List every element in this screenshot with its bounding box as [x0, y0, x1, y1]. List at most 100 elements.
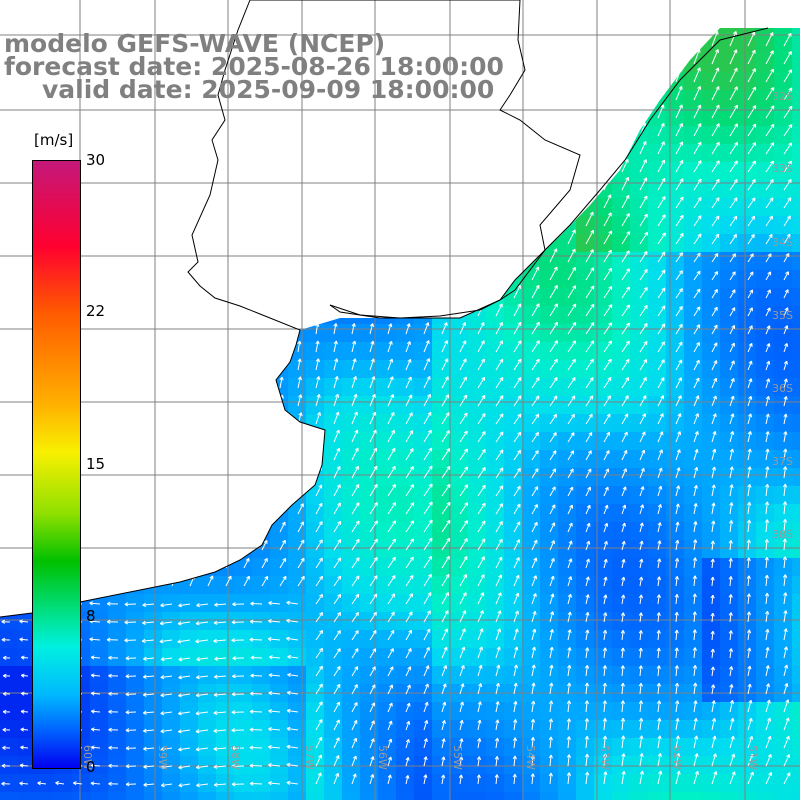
wind-speed-cell [792, 342, 800, 361]
wind-speed-cell [738, 612, 757, 631]
wind-vector [8, 576, 13, 587]
wind-vector [422, 177, 428, 191]
wind-vector [747, 360, 753, 371]
wind-vector [585, 139, 592, 155]
wind-speed-cell [288, 270, 307, 289]
wind-vector [675, 323, 683, 335]
wind-speed-cell [288, 450, 307, 469]
wind-vector [639, 195, 648, 209]
wind-vector [351, 323, 356, 335]
wind-speed-cell [630, 522, 649, 541]
wind-speed-cell [576, 594, 595, 613]
wind-vector [513, 28, 516, 29]
wind-vector [368, 126, 373, 137]
wind-speed-cell [576, 792, 595, 800]
wind-vector [441, 501, 451, 515]
wind-vector [639, 213, 648, 227]
wind-speed-cell [774, 378, 793, 397]
wind-speed-cell [396, 342, 415, 361]
wind-vector [27, 430, 32, 443]
wind-speed-cell [126, 468, 145, 487]
wind-speed-cell [666, 54, 685, 73]
wind-speed-cell [342, 756, 361, 775]
wind-speed-cell [576, 306, 595, 325]
wind-speed-cell [396, 558, 415, 577]
wind-vector [495, 105, 500, 119]
wind-speed-cell [126, 738, 145, 757]
wind-speed-cell [702, 720, 721, 739]
wind-speed-cell [234, 324, 253, 343]
wind-speed-cell [414, 0, 433, 19]
wind-vector [531, 303, 540, 317]
wind-vector [567, 229, 576, 245]
wind-speed-cell [468, 774, 487, 793]
wind-vector [189, 143, 196, 155]
wind-speed-cell [18, 702, 37, 721]
wind-vector [333, 447, 341, 461]
wind-speed-cell [378, 792, 397, 800]
wind-vector [232, 602, 245, 607]
wind-speed-cell [504, 234, 523, 253]
wind-speed-cell [216, 324, 235, 343]
wind-speed-cell [270, 792, 289, 800]
wind-vector [675, 85, 683, 101]
wind-speed-cell [684, 648, 703, 667]
wind-vector [297, 557, 305, 569]
wind-speed-cell [162, 504, 181, 523]
wind-speed-cell [306, 630, 325, 649]
wind-vector [639, 486, 645, 497]
wind-speed-cell [180, 378, 199, 397]
wind-vector [495, 485, 504, 497]
wind-speed-cell [666, 486, 685, 505]
wind-speed-cell [594, 576, 613, 595]
wind-speed-cell [180, 144, 199, 163]
wind-speed-cell [774, 594, 793, 613]
wind-vector [639, 28, 644, 29]
lat-label: 32S [772, 90, 793, 103]
wind-speed-cell [324, 414, 343, 433]
wind-speed-cell [180, 540, 199, 559]
wind-vector [405, 323, 411, 335]
wind-speed-cell [648, 720, 667, 739]
wind-speed-cell [504, 324, 523, 343]
wind-speed-cell [612, 702, 631, 721]
wind-speed-cell [108, 126, 127, 145]
wind-vector [315, 484, 323, 497]
wind-speed-cell [234, 288, 253, 307]
wind-speed-cell [720, 540, 739, 559]
wind-vector [477, 592, 485, 605]
wind-speed-cell [540, 720, 559, 739]
wind-vector [405, 466, 414, 479]
wind-speed-cell [666, 756, 685, 775]
wind-vector [549, 285, 558, 299]
wind-speed-cell [396, 450, 415, 469]
wind-vector [351, 484, 360, 497]
wind-vector [783, 51, 792, 65]
wind-vector [370, 0, 374, 10]
wind-speed-cell [756, 414, 775, 433]
wind-vector [386, 144, 391, 155]
wind-vector [711, 360, 718, 371]
wind-speed-cell [414, 342, 433, 361]
wind-speed-cell [702, 432, 721, 451]
wind-vector [765, 431, 770, 443]
wind-vector [567, 28, 570, 29]
wind-speed-cell [720, 792, 739, 800]
wind-speed-cell [486, 540, 505, 559]
wind-vector [369, 340, 375, 353]
wind-vector [207, 269, 212, 281]
wind-vector [260, 216, 266, 227]
wind-speed-cell [0, 252, 19, 271]
wind-vector [89, 637, 101, 642]
wind-speed-cell [522, 630, 541, 649]
wind-vector [711, 30, 719, 47]
wind-vector [159, 639, 173, 644]
wind-speed-cell [684, 522, 703, 541]
wind-vector [747, 253, 754, 263]
wind-speed-cell [216, 630, 235, 649]
wind-speed-cell [756, 432, 775, 451]
wind-speed-cell [144, 666, 163, 685]
wind-vector [8, 521, 13, 533]
wind-vector [422, 123, 428, 137]
wind-speed-cell [756, 558, 775, 577]
